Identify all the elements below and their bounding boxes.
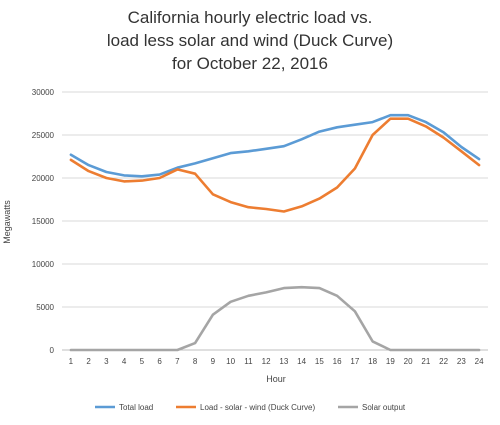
x-axis-label: Hour <box>266 374 286 384</box>
x-tick-label: 1 <box>69 357 74 366</box>
y-tick-label: 5000 <box>36 303 54 312</box>
y-tick-label: 20000 <box>32 174 55 183</box>
series-line-1 <box>69 117 481 213</box>
x-axis-ticks: 1 2 3 4 5 6 7 8 9 10 11 12 13 14 15 16 17 18 19 20 21 22 23 24 <box>69 357 484 366</box>
y-tick-label: 10000 <box>32 260 55 269</box>
x-tick-label: 16 <box>333 357 342 366</box>
x-tick-label: 19 <box>386 357 395 366</box>
legend-label-2: Solar output <box>362 403 406 412</box>
x-tick-label: 7 <box>175 357 180 366</box>
series-lines <box>69 113 481 352</box>
y-tick-label: 30000 <box>32 88 55 97</box>
x-tick-label: 17 <box>350 357 359 366</box>
x-tick-label: 14 <box>297 357 306 366</box>
x-tick-label: 15 <box>315 357 324 366</box>
x-tick-label: 10 <box>226 357 235 366</box>
x-tick-label: 18 <box>368 357 377 366</box>
chart-title-line-3: for October 22, 2016 <box>172 54 328 73</box>
x-tick-label: 12 <box>262 357 271 366</box>
y-tick-label: 0 <box>50 346 55 355</box>
x-tick-label: 8 <box>193 357 198 366</box>
x-tick-label: 20 <box>404 357 413 366</box>
legend-label-0: Total load <box>119 403 153 412</box>
y-axis-ticks: 0 5000 10000 15000 20000 25000 30000 <box>32 88 55 355</box>
series-line-0 <box>69 113 481 178</box>
x-tick-label: 4 <box>122 357 127 366</box>
x-tick-label: 5 <box>140 357 145 366</box>
x-tick-label: 22 <box>439 357 448 366</box>
series-line-2 <box>69 285 481 352</box>
legend-label-1: Load - solar - wind (Duck Curve) <box>200 403 315 412</box>
y-axis-label: Megawatts <box>2 200 12 244</box>
x-tick-label: 23 <box>457 357 466 366</box>
x-tick-label: 21 <box>421 357 430 366</box>
x-tick-label: 3 <box>104 357 109 366</box>
y-tick-label: 15000 <box>32 217 55 226</box>
x-tick-label: 6 <box>157 357 162 366</box>
x-tick-label: 13 <box>279 357 288 366</box>
x-tick-label: 11 <box>244 357 253 366</box>
legend: Total load Load - solar - wind (Duck Curv… <box>95 403 406 412</box>
y-tick-label: 25000 <box>32 131 55 140</box>
x-tick-label: 9 <box>211 357 216 366</box>
x-tick-label: 24 <box>475 357 484 366</box>
x-tick-label: 2 <box>86 357 91 366</box>
chart-title-line-1: California hourly electric load vs. <box>127 8 373 27</box>
chart-title-line-2: load less solar and wind (Duck Curve) <box>106 31 394 50</box>
gridlines <box>62 91 488 351</box>
